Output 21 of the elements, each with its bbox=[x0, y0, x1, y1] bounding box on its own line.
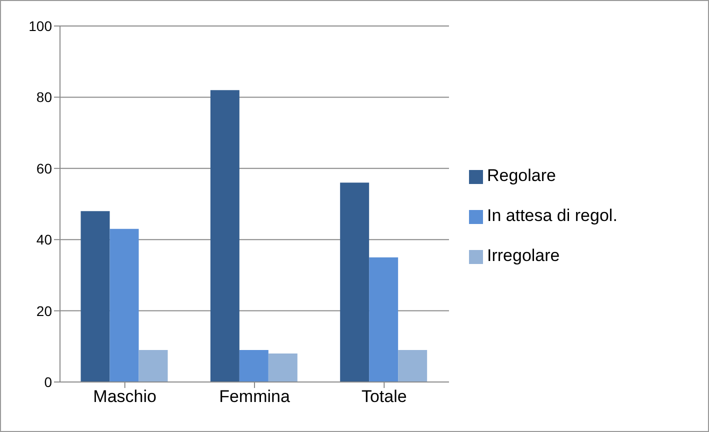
x-tick-label: Maschio bbox=[93, 387, 156, 406]
y-tick-label: 20 bbox=[36, 302, 52, 319]
bar bbox=[210, 90, 240, 382]
bar bbox=[138, 350, 168, 382]
bar bbox=[110, 228, 139, 382]
x-tick-label: Femmina bbox=[219, 387, 290, 406]
bar bbox=[340, 182, 370, 382]
bar bbox=[80, 211, 110, 382]
y-tick-label: 0 bbox=[44, 374, 52, 390]
y-tick-label: 80 bbox=[36, 89, 52, 106]
bar bbox=[398, 350, 428, 382]
bar bbox=[369, 257, 398, 382]
legend-label: In attesa di regol. bbox=[487, 206, 618, 225]
x-tick-label: Totale bbox=[361, 387, 407, 406]
y-tick-label: 100 bbox=[28, 18, 52, 34]
y-tick-label: 40 bbox=[36, 232, 52, 248]
legend-label: Irregolare bbox=[487, 246, 560, 265]
bar bbox=[268, 354, 298, 382]
legend-label: Regolare bbox=[487, 166, 556, 185]
y-tick-label: 60 bbox=[36, 160, 52, 176]
bar bbox=[239, 350, 268, 382]
